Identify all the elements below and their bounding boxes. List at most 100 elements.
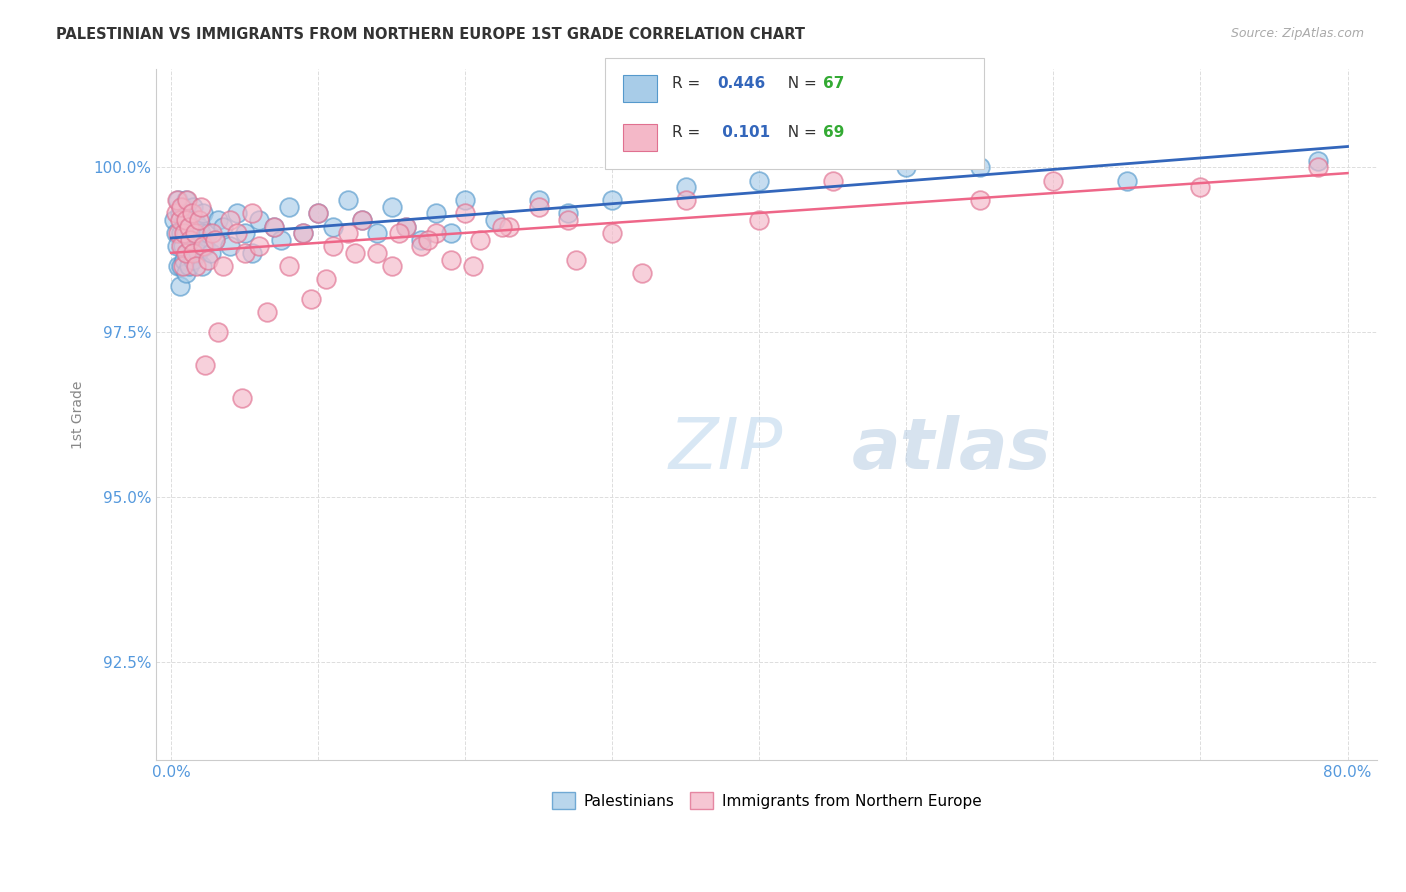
Point bbox=[167, 259, 190, 273]
Point bbox=[186, 259, 208, 273]
Point bbox=[600, 226, 623, 240]
Point bbox=[179, 226, 201, 240]
Point bbox=[181, 252, 204, 267]
Point bbox=[418, 233, 440, 247]
Point bbox=[173, 252, 195, 267]
Text: N =: N = bbox=[778, 76, 821, 91]
Point bbox=[219, 239, 242, 253]
Point bbox=[1189, 180, 1212, 194]
Text: atlas: atlas bbox=[852, 415, 1052, 483]
Text: 67: 67 bbox=[823, 76, 844, 91]
Point bbox=[468, 233, 491, 247]
Point bbox=[190, 200, 212, 214]
Point bbox=[172, 239, 194, 253]
Point bbox=[201, 226, 224, 240]
Point bbox=[969, 194, 991, 208]
Point bbox=[366, 226, 388, 240]
Point bbox=[226, 226, 249, 240]
Text: R =: R = bbox=[672, 125, 706, 140]
Point bbox=[748, 213, 770, 227]
Point bbox=[315, 272, 337, 286]
Point bbox=[186, 233, 208, 247]
Point bbox=[821, 173, 844, 187]
Point bbox=[181, 200, 204, 214]
Point bbox=[173, 213, 195, 227]
Point bbox=[163, 213, 186, 227]
Point bbox=[172, 259, 194, 273]
Point bbox=[969, 161, 991, 175]
Point bbox=[352, 213, 374, 227]
Point bbox=[174, 213, 197, 227]
Point bbox=[461, 259, 484, 273]
Point bbox=[307, 206, 329, 220]
Point bbox=[211, 219, 233, 234]
Point bbox=[188, 213, 211, 227]
Point bbox=[1306, 153, 1329, 168]
Point bbox=[207, 213, 229, 227]
Point bbox=[336, 194, 359, 208]
Point bbox=[187, 246, 209, 260]
Point bbox=[411, 233, 433, 247]
Point bbox=[256, 305, 278, 319]
Point bbox=[197, 226, 219, 240]
Point bbox=[167, 226, 190, 240]
Point bbox=[484, 213, 506, 227]
Text: PALESTINIAN VS IMMIGRANTS FROM NORTHERN EUROPE 1ST GRADE CORRELATION CHART: PALESTINIAN VS IMMIGRANTS FROM NORTHERN … bbox=[56, 27, 806, 42]
Point bbox=[675, 194, 697, 208]
Text: 69: 69 bbox=[823, 125, 844, 140]
Point bbox=[169, 213, 191, 227]
Point bbox=[170, 259, 193, 273]
Point bbox=[439, 252, 461, 267]
Point bbox=[170, 200, 193, 214]
Point bbox=[204, 233, 226, 247]
Point bbox=[381, 259, 404, 273]
Point bbox=[197, 252, 219, 267]
Point bbox=[307, 206, 329, 220]
Point bbox=[188, 219, 211, 234]
Text: R =: R = bbox=[672, 76, 706, 91]
Point bbox=[180, 206, 202, 220]
Legend: Palestinians, Immigrants from Northern Europe: Palestinians, Immigrants from Northern E… bbox=[546, 786, 988, 815]
Point bbox=[174, 226, 197, 240]
Point bbox=[177, 219, 200, 234]
Text: Source: ZipAtlas.com: Source: ZipAtlas.com bbox=[1230, 27, 1364, 40]
Point bbox=[263, 219, 285, 234]
Point bbox=[411, 239, 433, 253]
Point bbox=[630, 266, 652, 280]
Point bbox=[675, 180, 697, 194]
Point bbox=[299, 292, 322, 306]
Point bbox=[177, 219, 200, 234]
Point bbox=[233, 226, 256, 240]
Point bbox=[425, 206, 447, 220]
Y-axis label: 1st Grade: 1st Grade bbox=[72, 380, 86, 449]
Point bbox=[207, 325, 229, 339]
Point bbox=[454, 206, 477, 220]
Point bbox=[343, 246, 366, 260]
Point bbox=[564, 252, 586, 267]
Point bbox=[277, 259, 299, 273]
Point bbox=[292, 226, 315, 240]
Point bbox=[233, 246, 256, 260]
Point bbox=[231, 391, 253, 405]
Point bbox=[177, 259, 200, 273]
Point bbox=[170, 226, 193, 240]
Point bbox=[176, 206, 198, 220]
Point bbox=[292, 226, 315, 240]
Text: N =: N = bbox=[778, 125, 821, 140]
Point bbox=[322, 219, 344, 234]
Point bbox=[176, 194, 198, 208]
Point bbox=[366, 246, 388, 260]
Point bbox=[336, 226, 359, 240]
Point bbox=[167, 194, 190, 208]
Point bbox=[527, 194, 550, 208]
Point bbox=[180, 239, 202, 253]
Text: 0.101: 0.101 bbox=[717, 125, 770, 140]
Point bbox=[204, 233, 226, 247]
Point bbox=[395, 219, 418, 234]
Point bbox=[263, 219, 285, 234]
Point bbox=[270, 233, 292, 247]
Point bbox=[174, 266, 197, 280]
Text: ZIP: ZIP bbox=[669, 415, 783, 483]
Point bbox=[600, 194, 623, 208]
Point bbox=[193, 239, 215, 253]
